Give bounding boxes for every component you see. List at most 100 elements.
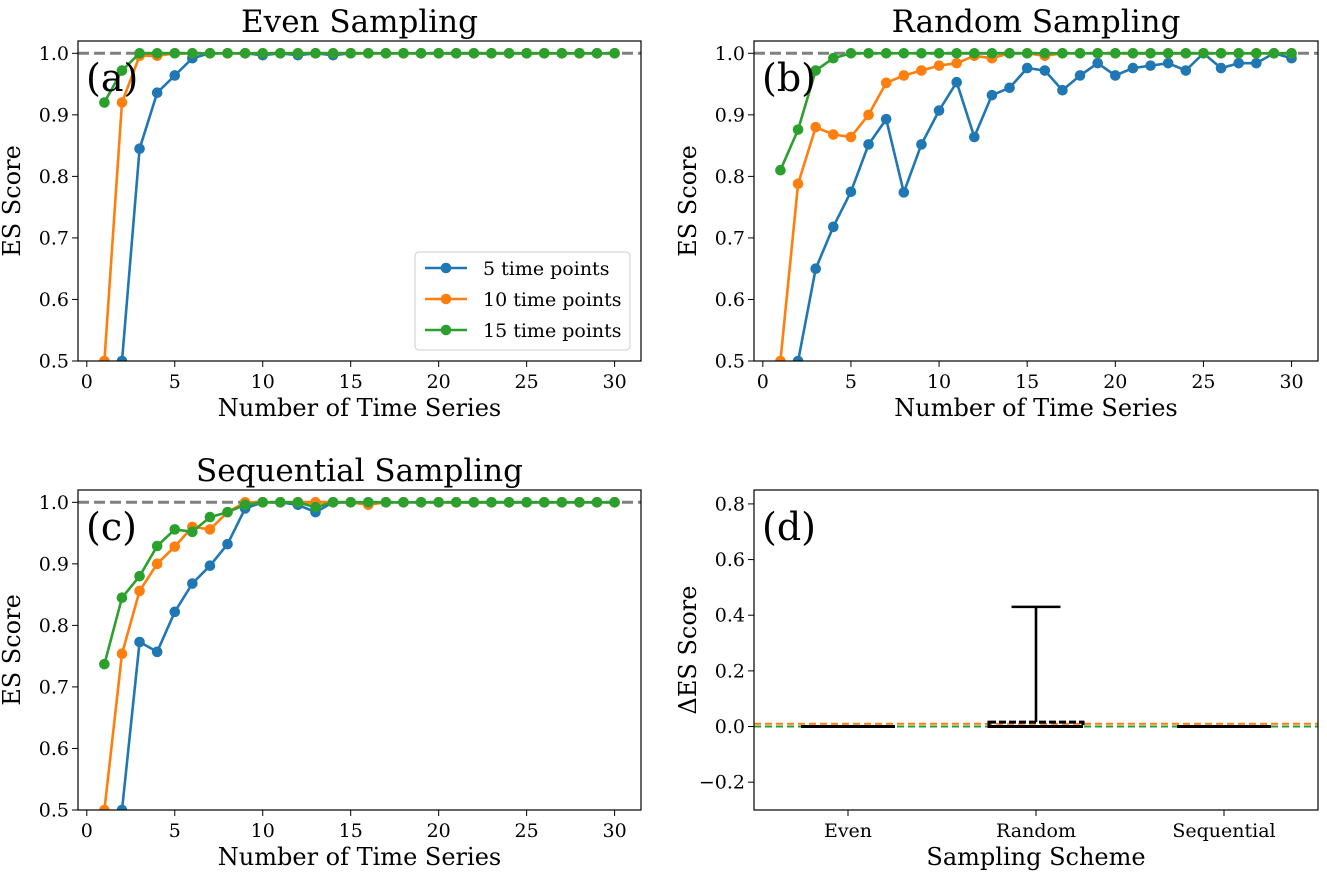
data-point — [916, 48, 927, 59]
data-point — [345, 48, 357, 59]
data-point — [1004, 48, 1015, 59]
data-point — [187, 526, 198, 538]
data-point — [556, 497, 568, 508]
series-line-1 — [796, 51, 1292, 361]
data-point — [151, 87, 163, 98]
axes-frame — [753, 489, 1319, 811]
data-point — [1215, 48, 1227, 59]
data-point — [310, 501, 321, 513]
y-tick-label: 0.8 — [715, 166, 745, 188]
legend-box — [414, 251, 631, 351]
panel-1: 0.5 0.6 0.7 0.8 0.9 1.0 ES Score Number of Time… — [0, 4, 642, 422]
data-point — [810, 65, 821, 76]
panel-3: 0.5 0.6 0.7 0.8 0.9 1.0 ES Score Number of Time… — [0, 453, 642, 871]
data-point — [1233, 48, 1244, 59]
data-point — [609, 497, 620, 508]
data-point — [916, 65, 927, 76]
plot-area — [78, 497, 641, 810]
x-tick-label: 20 — [1103, 371, 1127, 393]
data-point — [792, 355, 804, 361]
data-point — [1145, 48, 1156, 59]
x-tick-label: 15 — [339, 371, 363, 393]
y-tick-label: 0.7 — [715, 227, 745, 249]
data-point — [239, 48, 251, 59]
data-point — [362, 48, 374, 59]
x-tick-label: Even — [824, 820, 872, 842]
data-point — [187, 48, 198, 59]
data-point — [845, 186, 857, 198]
data-point — [1057, 48, 1068, 59]
x-tick-label: 10 — [251, 371, 275, 393]
data-point — [609, 48, 620, 59]
x-axis-label: Number of Time Series — [218, 843, 501, 871]
data-point — [415, 497, 427, 508]
data-point — [828, 52, 839, 64]
y-axis-label: ΔES Score — [674, 586, 702, 715]
x-tick-label: 0 — [81, 820, 93, 842]
x-tick-label: 15 — [1015, 371, 1039, 393]
panel-label: (c) — [86, 505, 137, 549]
data-point — [362, 497, 374, 508]
data-point — [99, 804, 110, 810]
data-point — [134, 585, 145, 597]
data-point — [503, 497, 515, 508]
data-point — [116, 97, 128, 108]
data-point — [933, 105, 945, 116]
y-axis-label: ES Score — [0, 594, 26, 706]
data-point — [134, 636, 145, 648]
data-point — [1251, 48, 1262, 59]
data-point — [574, 48, 585, 59]
data-point — [880, 77, 892, 89]
data-point — [898, 48, 910, 59]
series-line-3 — [103, 500, 615, 665]
data-point — [204, 524, 216, 535]
data-point — [169, 48, 181, 59]
data-point — [1180, 48, 1192, 59]
data-point — [1198, 48, 1209, 59]
data-point — [450, 48, 462, 59]
y-tick-label: 0.8 — [39, 166, 69, 188]
data-point — [521, 48, 532, 59]
data-point — [486, 48, 497, 59]
data-point — [116, 648, 128, 659]
data-point — [863, 48, 874, 59]
x-axis-label: Number of Time Series — [894, 394, 1177, 422]
data-point — [1092, 48, 1103, 59]
data-point — [222, 48, 233, 59]
data-point — [1268, 48, 1280, 59]
y-tick-label: 0.5 — [39, 800, 69, 822]
data-point — [1057, 84, 1068, 96]
data-point — [398, 497, 409, 508]
y-tick-label: 0.5 — [715, 351, 745, 373]
legend-swatch-marker — [440, 324, 452, 336]
series-line-1 — [120, 500, 615, 810]
data-point — [775, 355, 786, 361]
data-point — [880, 113, 892, 125]
data-point — [1215, 62, 1227, 74]
data-point — [433, 48, 444, 59]
data-point — [810, 263, 821, 274]
x-tick-label: 30 — [603, 371, 627, 393]
data-point — [380, 48, 392, 59]
data-point — [222, 506, 233, 518]
y-tick-label: 0.2 — [715, 660, 745, 682]
data-point — [204, 48, 216, 59]
x-tick-label: 5 — [169, 820, 181, 842]
data-point — [1110, 48, 1121, 59]
data-point — [99, 658, 110, 670]
data-point — [222, 538, 233, 550]
data-point — [99, 355, 110, 361]
data-point — [986, 48, 998, 59]
panel-4: −0.2 0.0 0.2 0.4 0.6 0.8 ΔES Score Sampling Sch… — [674, 489, 1319, 871]
data-point — [151, 558, 163, 570]
data-point — [169, 524, 181, 535]
data-point — [468, 497, 480, 508]
data-point — [951, 57, 962, 69]
data-point — [916, 139, 927, 150]
y-tick-label: 0.9 — [39, 553, 69, 575]
series-line-3 — [103, 51, 615, 104]
data-point — [574, 497, 585, 508]
x-tick-label: 30 — [1279, 371, 1303, 393]
x-tick-label: 5 — [169, 371, 181, 393]
